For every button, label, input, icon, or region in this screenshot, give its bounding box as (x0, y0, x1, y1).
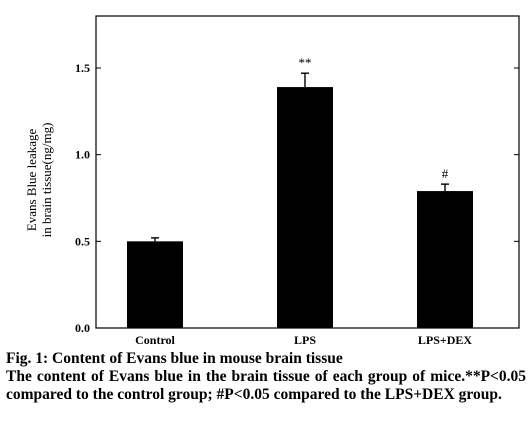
caption-body: The content of Evans blue in the brain t… (6, 368, 526, 403)
y-axis-title-line: in brain tissue(ng/mg) (39, 123, 54, 238)
x-category-label: Control (135, 333, 175, 347)
significance-label: # (442, 166, 449, 181)
bar (127, 241, 183, 328)
x-category-label: LPS (294, 333, 316, 347)
caption-title: Fig. 1: Content of Evans blue in mouse b… (6, 350, 343, 367)
bar (417, 191, 473, 328)
y-tick-label: 0.0 (75, 321, 90, 335)
figure-caption: Fig. 1: Content of Evans blue in mouse b… (6, 350, 526, 404)
y-axis-title-line: Evans Blue leakage (24, 129, 39, 232)
labels: 0.0 0.5 1.0 1.5 Evans Blue leakage in brain t… (24, 55, 472, 347)
x-category-label: LPS+DEX (418, 333, 473, 347)
y-tick-label: 0.5 (75, 234, 90, 248)
bar (277, 87, 333, 328)
significance-label: ** (299, 55, 312, 70)
y-tick-label: 1.0 (75, 148, 90, 162)
bar-chart: 0.0 0.5 1.0 1.5 Evans Blue leakage in brain t… (24, 15, 520, 347)
bars (127, 72, 473, 328)
y-tick-label: 1.5 (75, 61, 90, 75)
